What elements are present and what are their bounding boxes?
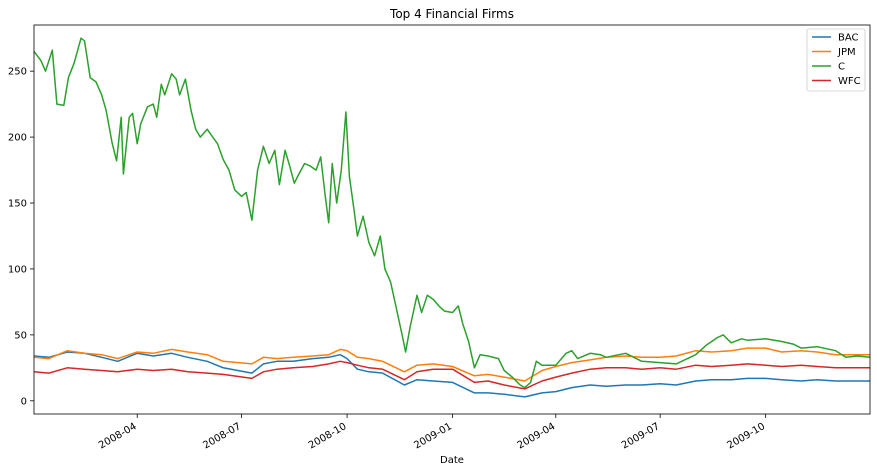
chart-title: Top 4 Financial Firms [389,7,514,21]
legend-label-c: C [838,62,845,73]
y-tick-label: 100 [8,264,27,275]
series-layer [34,37,870,398]
y-tick-label: 200 [8,133,27,144]
y-tick-label: 150 [8,199,27,210]
series-line-bac [34,351,870,398]
x-axis-label: Date [440,455,464,466]
y-tick-label: 250 [8,67,27,78]
y-tick-label: 50 [14,330,27,341]
legend-box [806,28,866,92]
plot-area [33,24,871,415]
legend-label-wfc: WFC [838,76,861,87]
series-line-wfc [34,360,870,390]
legend-label-jpm: JPM [837,47,856,58]
series-line-jpm [34,347,870,382]
legend-label-bac: BAC [838,33,859,44]
legend: BAC JPM C WFC [806,28,866,92]
plot-frame [33,24,871,415]
series-line-c [34,37,870,389]
y-tick-label: 0 [21,396,27,407]
y-axis: 0 50 100 150 200 250 [8,67,34,407]
